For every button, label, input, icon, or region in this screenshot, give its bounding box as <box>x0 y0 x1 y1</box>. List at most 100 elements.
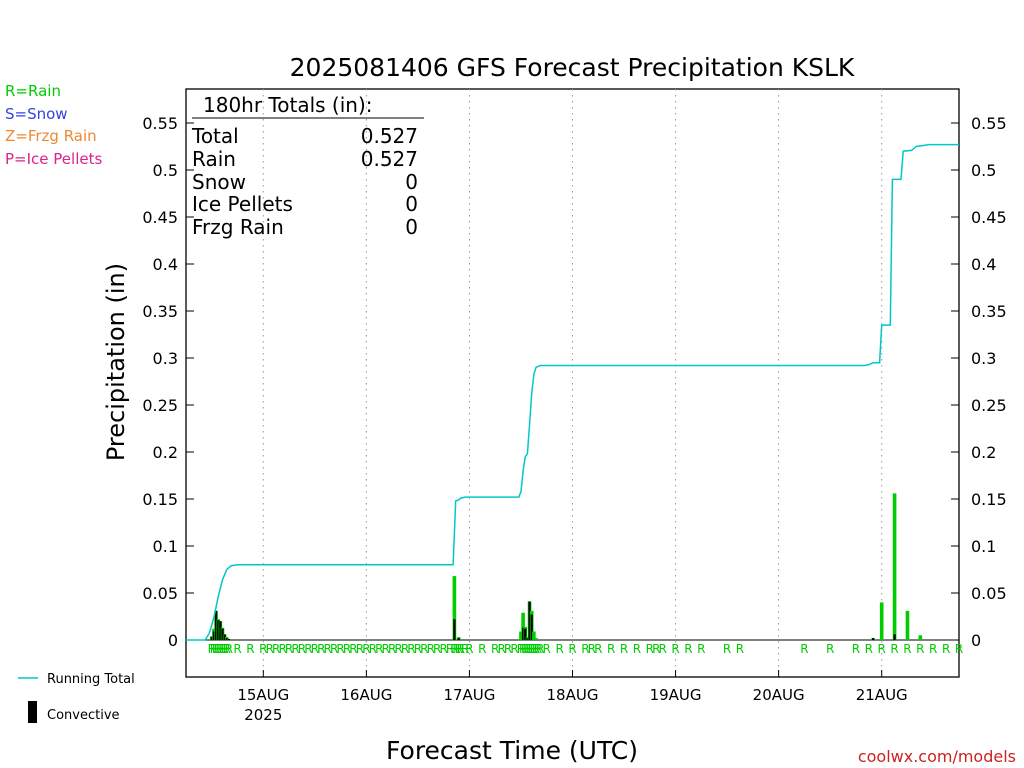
precip-type-marker: R <box>285 642 293 656</box>
precip-bar <box>918 635 923 640</box>
y-tick-label: 0.5 <box>153 161 178 180</box>
precip-type-marker: R <box>916 642 924 656</box>
y-tick-label-right: 0.15 <box>971 490 1007 509</box>
totals-label-frzg: Frzg Rain <box>192 215 284 239</box>
precip-type-marker: R <box>446 642 454 656</box>
precip-type-marker: R <box>497 642 505 656</box>
x-tick-sublabel: 2025 <box>244 706 282 724</box>
precip-type-marker: R <box>218 642 226 656</box>
convective-bar <box>522 627 525 640</box>
x-tick-label: 15AUG <box>237 686 289 704</box>
precip-type-marker: R <box>504 642 512 656</box>
y-tick-label-right: 0.3 <box>971 349 996 368</box>
precip-type-marker: R <box>652 642 660 656</box>
precip-type-marker: R <box>420 642 428 656</box>
convective-bar <box>219 621 222 640</box>
precip-type-marker: R <box>272 642 280 656</box>
precip-type-marker: R <box>517 642 525 656</box>
precip-type-marker: R <box>208 642 216 656</box>
convective-bar <box>210 637 213 640</box>
precip-type-marker: R <box>330 642 338 656</box>
precip-type-marker: R <box>671 642 679 656</box>
y-tick-label-right: 0.25 <box>971 396 1007 415</box>
totals-value-frzg: 0 <box>405 215 418 239</box>
precip-type-marker: R <box>929 642 937 656</box>
precip-type-marker: R <box>659 642 667 656</box>
precip-type-marker: R <box>311 642 319 656</box>
precip-type-marker: R <box>336 642 344 656</box>
precip-type-marker: R <box>382 642 390 656</box>
y-axis-right: 0 0.05 0.1 0.15 0.2 0.25 0.3 0.35 0.4 0.45 0.5 0.55 <box>951 114 1007 650</box>
precip-type-marker: R <box>220 642 228 656</box>
totals-value-total: 0.527 <box>361 124 418 148</box>
precip-type-marker: R <box>865 642 873 656</box>
precip-type-marker: R <box>491 642 499 656</box>
precip-type-marker: R <box>607 642 615 656</box>
totals-value-rain: 0.527 <box>361 147 418 171</box>
grid-lines <box>262 89 883 677</box>
precip-type-marker: R <box>532 642 540 656</box>
y-tick-label: 0.45 <box>142 208 178 227</box>
totals-value-snow: 0 <box>405 170 418 194</box>
convective-bar <box>872 638 875 640</box>
precip-type-marker: R <box>223 642 231 656</box>
precip-type-marker: R <box>291 642 299 656</box>
convective-bar <box>893 634 896 640</box>
y-tick-label: 0 <box>168 631 178 650</box>
totals-value-ice: 0 <box>405 192 418 216</box>
precip-bar <box>905 610 910 640</box>
precip-type-marker: R <box>942 642 950 656</box>
precip-type-marker: R <box>394 642 402 656</box>
running-total-legend-label: Running Total <box>47 672 135 687</box>
y-tick-label-right: 0.2 <box>971 443 996 462</box>
x-tick-label: 19AUG <box>650 686 702 704</box>
precip-type-marker: R <box>210 642 218 656</box>
precip-type-marker: R <box>525 642 533 656</box>
y-tick-label-right: 0.4 <box>971 255 996 274</box>
convective-bar <box>457 638 460 640</box>
precip-type-marker: R <box>878 642 886 656</box>
convective-bar <box>221 628 224 640</box>
precip-type-marker: R <box>955 642 963 656</box>
convective-bar <box>526 638 529 640</box>
precip-type-marker: R <box>433 642 441 656</box>
precip-type-marker: R <box>452 642 460 656</box>
convective-legend-label: Convective <box>47 708 120 723</box>
totals-header: 180hr Totals (in): <box>203 93 373 117</box>
precip-type-marker: R <box>266 642 274 656</box>
totals-label-snow: Snow <box>192 170 246 194</box>
y-tick-label-right: 0.35 <box>971 302 1007 321</box>
convective-bar <box>453 619 456 640</box>
precip-type-marker: R <box>528 642 536 656</box>
precip-type-marker: R <box>736 642 744 656</box>
precip-type-marker: R <box>534 642 542 656</box>
precip-type-marker: R <box>530 642 538 656</box>
y-tick-label: 0.05 <box>142 584 178 603</box>
precip-type-marker: R <box>800 642 808 656</box>
precip-type-marker: R <box>439 642 447 656</box>
y-axis-label: Precipitation (in) <box>102 263 130 461</box>
precip-type-marker: R <box>304 642 312 656</box>
precip-type-marker: R <box>697 642 705 656</box>
y-tick-label: 0.1 <box>153 537 178 556</box>
convective-bar <box>524 628 527 640</box>
precip-bar <box>519 631 523 640</box>
precip-type-marker: R <box>317 642 325 656</box>
precip-type-marker: R <box>214 642 222 656</box>
precip-type-marker: R <box>523 642 531 656</box>
precip-type-legend: R=Rain S=Snow Z=Frzg Rain P=Ice Pellets <box>5 82 102 168</box>
convective-bar <box>212 631 216 640</box>
y-tick-label: 0.4 <box>153 255 178 274</box>
y-tick-label-right: 0.05 <box>971 584 1007 603</box>
y-tick-label: 0.15 <box>142 490 178 509</box>
precip-type-marker: R <box>519 642 527 656</box>
precip-type-marker: R <box>890 642 898 656</box>
precip-type-marker: R <box>369 642 377 656</box>
precip-type-marker: R <box>465 642 473 656</box>
legend-rain: R=Rain <box>5 82 61 100</box>
precip-type-marker: R <box>356 642 364 656</box>
precip-type-marker: R <box>259 642 267 656</box>
precip-type-marker: R <box>375 642 383 656</box>
